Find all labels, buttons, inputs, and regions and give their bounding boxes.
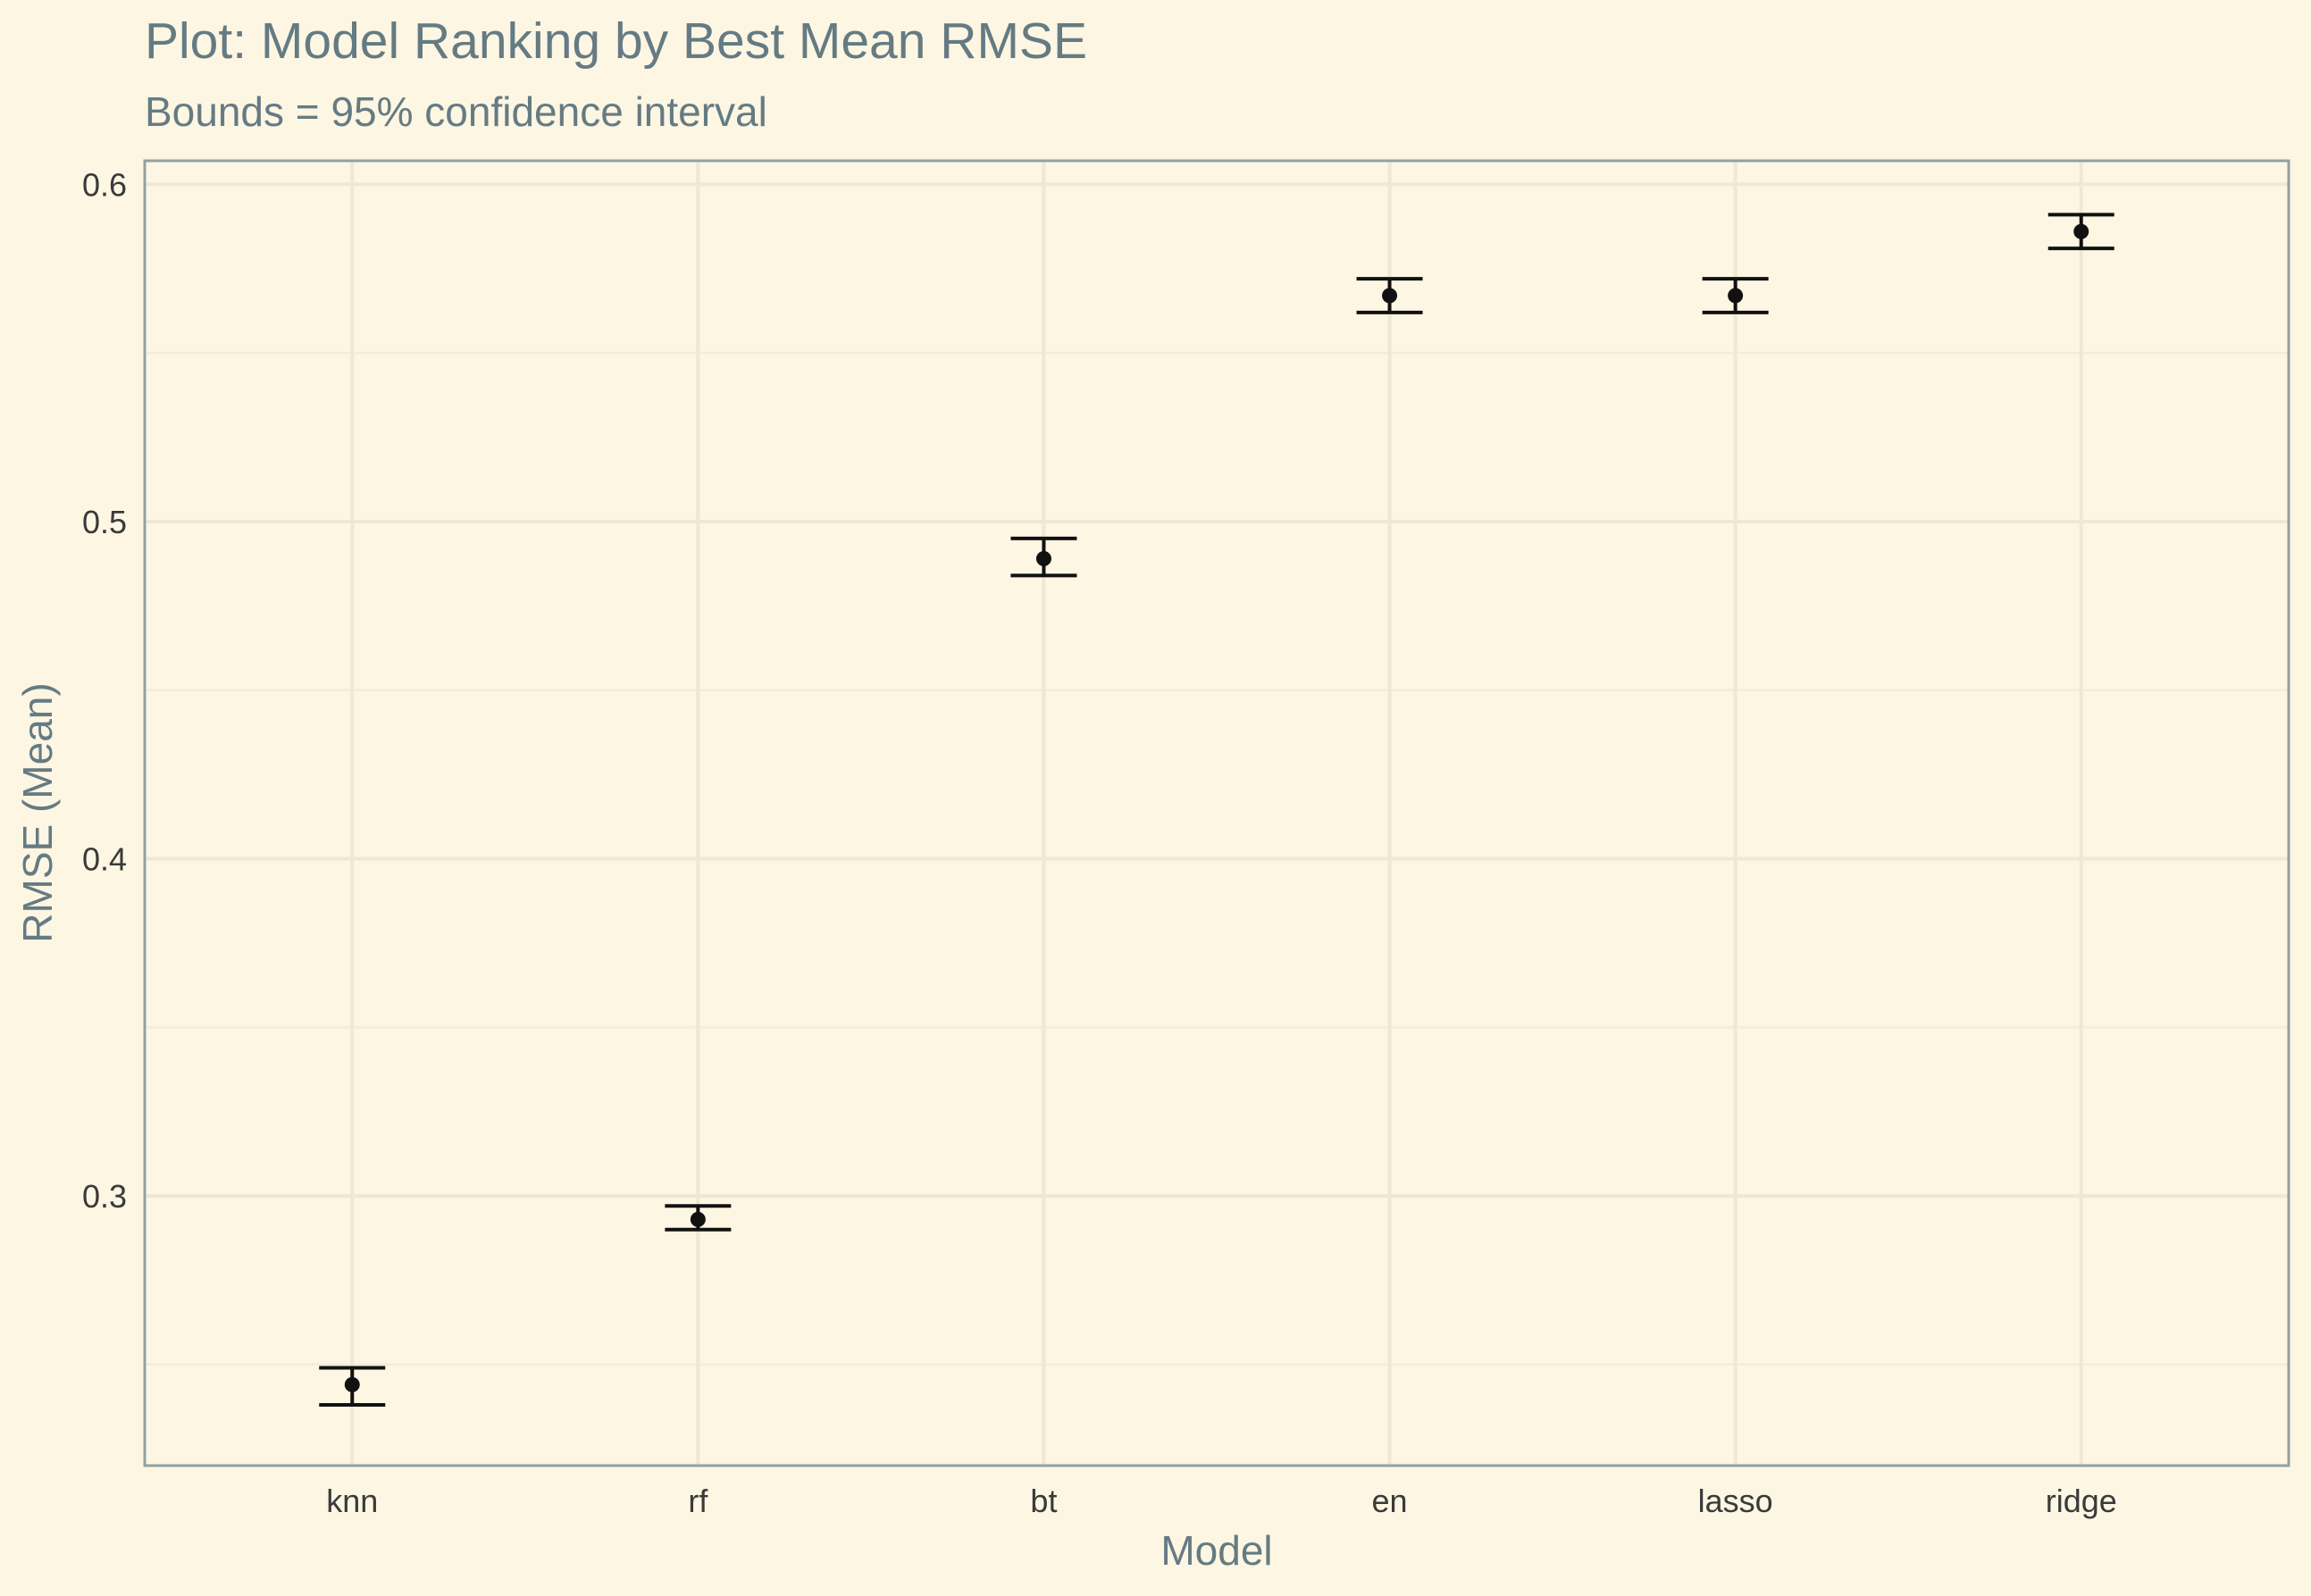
x-axis-ticks: knn rf bt en lasso ridge bbox=[326, 1483, 2117, 1519]
mean-point bbox=[690, 1211, 706, 1227]
data-marks bbox=[319, 213, 2114, 1408]
mean-point bbox=[344, 1376, 360, 1392]
x-axis-title: Model bbox=[1160, 1527, 1272, 1574]
y-tick-label: 0.5 bbox=[82, 504, 127, 540]
y-tick-label: 0.4 bbox=[82, 840, 127, 877]
x-tick-label: rf bbox=[688, 1483, 708, 1519]
x-tick-label: en bbox=[1372, 1483, 1408, 1519]
chart-subtitle: Bounds = 95% confidence interval bbox=[145, 88, 767, 135]
mean-point bbox=[1382, 288, 1398, 304]
chart-title: Plot: Model Ranking by Best Mean RMSE bbox=[145, 13, 1087, 70]
y-tick-label: 0.3 bbox=[82, 1178, 127, 1215]
y-axis-title: RMSE (Mean) bbox=[14, 682, 61, 942]
y-tick-label: 0.6 bbox=[82, 166, 127, 203]
x-tick-label: bt bbox=[1030, 1483, 1057, 1519]
minor-gridlines bbox=[145, 351, 2289, 1366]
mean-point bbox=[1728, 288, 1744, 304]
x-tick-label: ridge bbox=[2046, 1483, 2117, 1519]
x-tick-label: lasso bbox=[1698, 1483, 1773, 1519]
y-axis-ticks: 0.3 0.4 0.5 0.6 bbox=[82, 166, 127, 1215]
mean-point bbox=[2073, 223, 2089, 239]
x-tick-label: knn bbox=[326, 1483, 378, 1519]
major-gridlines bbox=[145, 161, 2289, 1466]
plot-panel-border bbox=[143, 159, 2290, 1467]
mean-point bbox=[1035, 550, 1051, 566]
